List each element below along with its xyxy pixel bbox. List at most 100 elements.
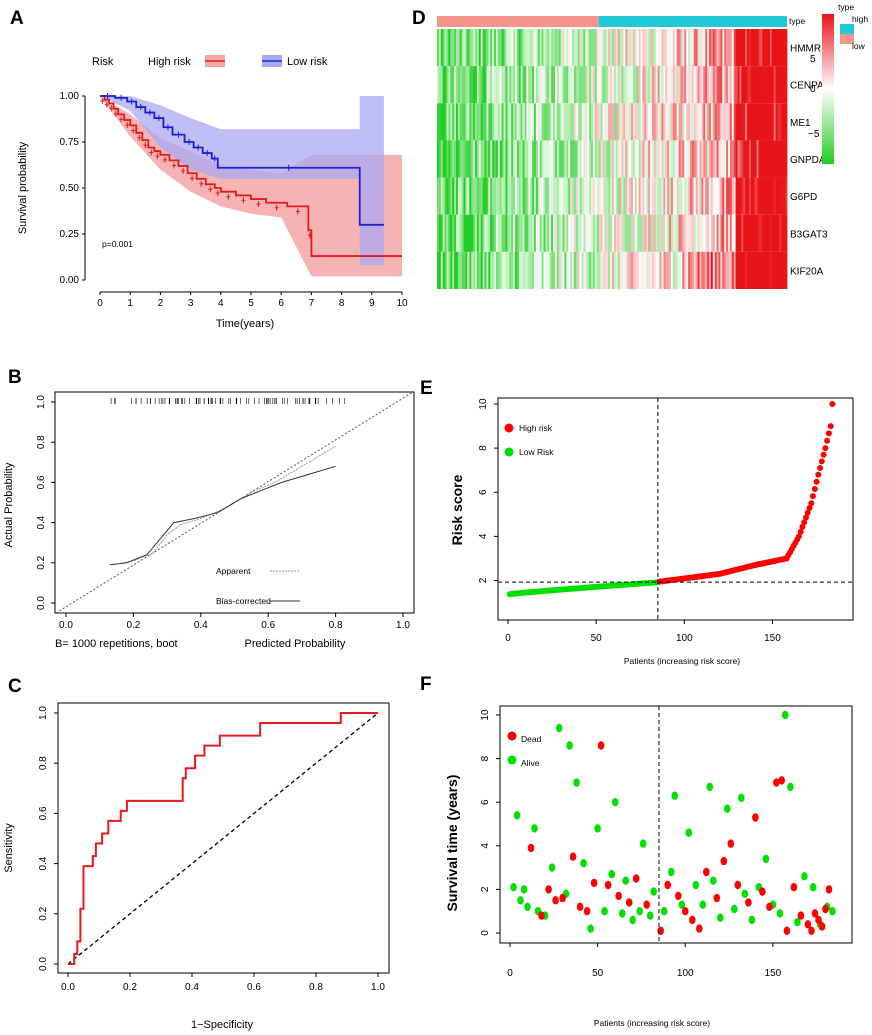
heatmap-cell [530,177,533,215]
panel-f-label: F [420,674,432,695]
heatmap-cell [551,251,554,289]
heatmap-cell [646,177,649,215]
heatmap-cell [699,66,702,104]
heatmap-cell [760,177,763,215]
heatmap-cell [452,214,455,252]
km-xtick-label: 9 [369,298,375,309]
heatmap-cell [568,29,571,67]
risk-point-high [820,451,827,458]
heatmap-cell [444,103,447,141]
heatmap-cell [446,214,449,252]
heatmap-cell [745,66,748,104]
heatmap-cell [680,29,683,67]
heatmap-cell [467,177,470,215]
heatmap-cell [646,29,649,67]
heatmap-cell [764,66,767,104]
survival-ytick-label: 8 [480,755,491,761]
heatmap-cell [623,214,626,252]
heatmap-cell [608,214,611,252]
heatmap-cell [490,140,493,178]
heatmap-cell [636,251,640,289]
heatmap-cell [566,103,569,141]
heatmap-cell [444,214,447,252]
survival-point-alive [548,863,556,872]
heatmap-cell [674,29,678,67]
heatmap-cell [570,177,573,215]
heatmap-cell [437,214,440,252]
heatmap-cell [767,140,771,178]
heatmap-cell [509,29,512,67]
heatmap-cell [602,140,605,178]
heatmap-cell [535,251,539,289]
heatmap-cell [450,66,453,104]
heatmap-cell [714,103,718,141]
heatmap-cell [781,29,784,67]
heatmap-cell [632,103,636,141]
heatmap-cell [650,66,653,104]
heatmap-cell [762,66,765,104]
heatmap-cell [600,66,603,104]
heatmap-cell [739,29,742,67]
heatmap-cell [718,140,721,178]
heatmap-cell [606,251,609,289]
heatmap-cell [634,140,638,178]
heatmap-cell [520,177,523,215]
heatmap-cell [634,251,638,289]
survival-point-alive [510,883,517,892]
heatmap-cell [650,140,653,178]
heatmap-cell [473,66,476,104]
survival-point-dead [797,911,805,920]
heatmap-cell [589,66,592,104]
heatmap-color-scale [822,14,834,164]
heatmap-cell [594,29,598,67]
heatmap-cell [610,66,613,104]
heatmap-cell [733,214,737,252]
heatmap-cell [724,140,727,178]
survival-point-alive [731,904,738,914]
heatmap-gene-label-g6pd: G6PD [790,192,817,203]
heatmap-cell [583,251,586,289]
heatmap-cell [514,177,518,215]
heatmap-cell [456,251,459,289]
heatmap-cell [495,29,499,67]
heatmap-cell [511,66,514,104]
heatmap-cell [663,251,666,289]
heatmap-cell [543,29,546,67]
heatmap-cell [585,177,588,215]
heatmap-cell [551,66,554,104]
heatmap-gene-label-gnpda: GNPDA [790,155,826,166]
heatmap-cell [469,29,472,67]
heatmap-cell [473,214,476,252]
heatmap-cell [672,103,676,141]
heatmap-type-low-segment [437,16,599,27]
heatmap-cell [541,177,544,215]
heatmap-cell [560,103,563,141]
heatmap-cell [484,29,487,67]
survival-xtick-label: 0 [507,968,513,979]
heatmap-cell [522,29,525,67]
heatmap-cell [507,214,510,252]
survival-legend-alive: Alive [521,758,540,768]
heatmap-cell [669,214,672,252]
risk-ytick-label: 8 [478,445,489,451]
heatmap-cell [454,103,457,141]
heatmap-cell [695,66,698,104]
heatmap-cell [589,214,592,252]
heatmap-cell [693,66,697,104]
heatmap-cell [564,103,567,141]
heatmap-cell [448,66,451,104]
heatmap-cell [534,140,537,178]
heatmap-cell [642,214,645,252]
heatmap-cell [642,103,645,141]
heatmap-cell [465,103,468,141]
heatmap-cell [558,66,562,104]
heatmap-cell [547,214,550,252]
roc-xtick-label: 1.0 [371,982,385,993]
heatmap-cell [461,251,465,289]
heatmap-cell [634,103,638,141]
heatmap-cell [777,140,780,178]
survival-point-dead [538,911,545,920]
heatmap-cell [610,140,613,178]
heatmap-cell [505,140,508,178]
